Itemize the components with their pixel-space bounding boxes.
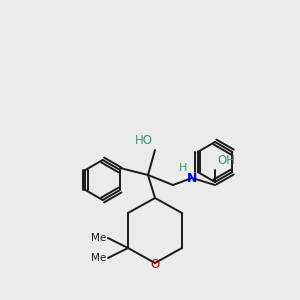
Text: Me: Me [91, 233, 106, 243]
Text: H: H [178, 163, 187, 173]
Text: OH: OH [217, 154, 235, 167]
Text: N: N [187, 172, 197, 184]
Text: O: O [150, 257, 160, 271]
Text: HO: HO [135, 134, 153, 147]
Text: Me: Me [91, 253, 106, 263]
